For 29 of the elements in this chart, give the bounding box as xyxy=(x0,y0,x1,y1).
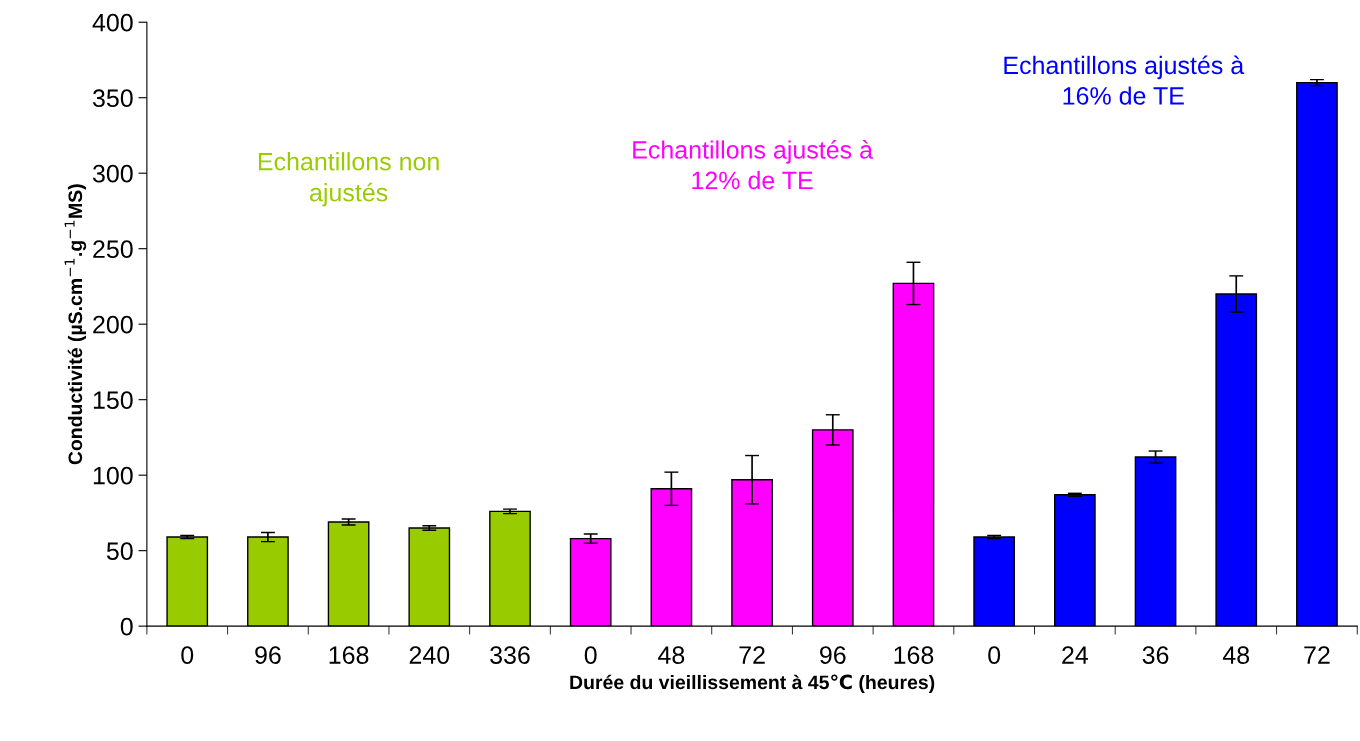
x-tick-label: 96 xyxy=(820,646,846,664)
y-tick-label: 150 xyxy=(93,391,133,409)
x-tick-label: 240 xyxy=(409,646,450,664)
x-tick-label: 168 xyxy=(894,646,934,664)
y-tick-label: 50 xyxy=(106,542,133,560)
x-tick-label: 0 xyxy=(584,646,597,664)
y-tick-label: 100 xyxy=(93,466,133,485)
y-axis-title: Conductivité (µS.cm$^{−1}$.g$^{−1}$MS) xyxy=(64,184,87,465)
x-tick-label: 168 xyxy=(329,646,369,664)
y-tick-label: 350 xyxy=(92,89,133,108)
text: Echantillons ajustés à 16% de TE xyxy=(1004,55,1245,105)
x-tick-label: 24 xyxy=(1062,646,1089,664)
y-tick-label: 300 xyxy=(92,164,133,183)
y-tick-label: 0 xyxy=(120,617,133,636)
x-tick-label: 48 xyxy=(658,646,685,664)
x-tick-label: 0 xyxy=(181,646,194,664)
y-tick-label: 400 xyxy=(92,13,133,32)
x-tick-label: 96 xyxy=(255,646,281,664)
text: Echantillons ajustés à 12% de TE xyxy=(633,140,873,190)
y-tick-label: 200 xyxy=(93,315,133,334)
x-axis-title: Durée du vieillissement à 45℃ (heures) xyxy=(570,674,935,694)
x-tick-label: 336 xyxy=(490,646,530,664)
x-tick-label: 48 xyxy=(1222,646,1250,664)
x-tick-label: 72 xyxy=(739,646,765,664)
x-tick-label: 36 xyxy=(1142,646,1169,664)
text: Echantillons non ajustés xyxy=(258,152,439,207)
y-tick-label: 250 xyxy=(93,240,133,258)
x-tick-label: 0 xyxy=(988,646,1001,664)
x-tick-label: 72 xyxy=(1304,646,1330,664)
